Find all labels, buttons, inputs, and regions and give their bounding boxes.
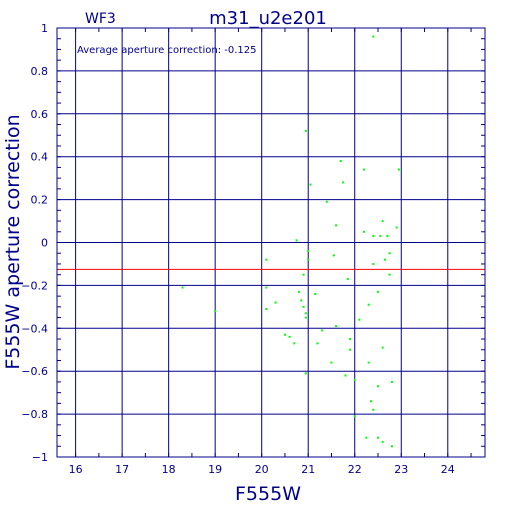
- data-point: [381, 346, 384, 349]
- data-point: [314, 292, 317, 295]
- y-tick-label: 0.8: [31, 65, 49, 78]
- data-point: [388, 273, 391, 276]
- plot-frame: [56, 27, 486, 458]
- data-point: [295, 239, 298, 242]
- y-tick-label: −0.6: [21, 365, 48, 378]
- y-tick-label: −0.2: [21, 279, 48, 292]
- chart-title: m31_u2e201: [209, 8, 327, 29]
- data-point: [390, 380, 393, 383]
- data-point: [335, 325, 338, 328]
- data-point: [358, 318, 361, 321]
- data-point: [283, 333, 286, 336]
- data-point: [363, 168, 366, 171]
- data-point: [274, 301, 277, 304]
- data-point: [377, 290, 379, 293]
- data-point: [302, 305, 305, 308]
- data-point: [383, 258, 386, 261]
- data-point: [265, 286, 268, 289]
- data-point: [390, 445, 393, 448]
- data-point: [304, 316, 307, 319]
- data-point: [349, 338, 352, 341]
- data-point: [265, 258, 268, 261]
- data-point: [395, 226, 398, 229]
- data-point: [346, 277, 349, 280]
- x-tick-label: 17: [115, 463, 129, 476]
- x-tick-label: 16: [69, 463, 83, 476]
- data-point: [297, 290, 300, 293]
- data-point: [304, 129, 307, 132]
- data-point: [339, 159, 342, 162]
- data-point: [321, 329, 324, 332]
- annotation-text: Average aperture correction: -0.125: [77, 45, 257, 56]
- y-tick-label: 0.4: [31, 151, 49, 164]
- data-point: [381, 440, 384, 443]
- data-point: [300, 299, 303, 302]
- data-point: [181, 286, 184, 289]
- data-point: [302, 273, 305, 276]
- data-point: [293, 342, 296, 345]
- data-point: [265, 307, 268, 310]
- data-point: [288, 335, 291, 338]
- y-tick-label: −0.4: [21, 322, 48, 335]
- data-point: [325, 200, 328, 203]
- data-point: [372, 35, 375, 38]
- data-point: [304, 372, 307, 375]
- data-point: [214, 310, 217, 313]
- data-point: [372, 262, 375, 265]
- data-point: [349, 348, 352, 351]
- data-point: [388, 252, 391, 255]
- points-layer: [181, 35, 400, 448]
- y-tick-label: −1: [32, 451, 48, 464]
- data-point: [381, 220, 384, 223]
- x-tick-label: 18: [162, 463, 176, 476]
- data-point: [304, 312, 307, 315]
- y-tick-label: 0: [41, 237, 48, 250]
- data-point: [372, 235, 375, 238]
- data-point: [370, 400, 373, 403]
- x-tick-label: 24: [441, 463, 455, 476]
- y-axis-label: F555W aperture correction: [2, 114, 24, 369]
- data-point: [353, 415, 356, 418]
- data-point: [335, 224, 338, 227]
- data-point: [377, 385, 379, 388]
- grid: [57, 27, 485, 458]
- data-point: [344, 374, 347, 377]
- data-point: [367, 361, 370, 364]
- data-point: [307, 258, 310, 261]
- data-point: [367, 303, 370, 306]
- data-point: [307, 250, 310, 253]
- data-point: [332, 254, 335, 257]
- data-point: [365, 436, 368, 439]
- data-point: [363, 230, 366, 233]
- data-point: [372, 408, 375, 411]
- data-point: [316, 342, 319, 345]
- y-tick-label: 0.6: [31, 108, 49, 121]
- x-tick-label: 19: [208, 463, 222, 476]
- data-point: [377, 436, 379, 439]
- x-tick-label: 22: [348, 463, 362, 476]
- data-point: [309, 183, 312, 186]
- x-tick-labels: 16 17 18 19 20 21 22 23 24: [69, 463, 455, 476]
- data-point: [330, 361, 333, 364]
- y-tick-label: 1: [41, 22, 48, 35]
- x-axis-label: F555W: [235, 483, 301, 505]
- data-point: [342, 181, 345, 184]
- y-tick-label: −0.8: [21, 408, 48, 421]
- x-tick-label: 23: [394, 463, 408, 476]
- y-tick-labels: −1 −0.8 −0.6 −0.4 −0.2 0 0.2 0.4 0.6 0.8 1: [21, 22, 48, 464]
- x-tick-label: 20: [255, 463, 269, 476]
- data-point: [397, 168, 400, 171]
- corner-label: WF3: [85, 11, 116, 27]
- data-point: [386, 235, 389, 238]
- x-tick-label: 21: [301, 463, 315, 476]
- data-point: [353, 378, 356, 381]
- data-point: [379, 235, 382, 238]
- y-tick-label: 0.2: [31, 194, 49, 207]
